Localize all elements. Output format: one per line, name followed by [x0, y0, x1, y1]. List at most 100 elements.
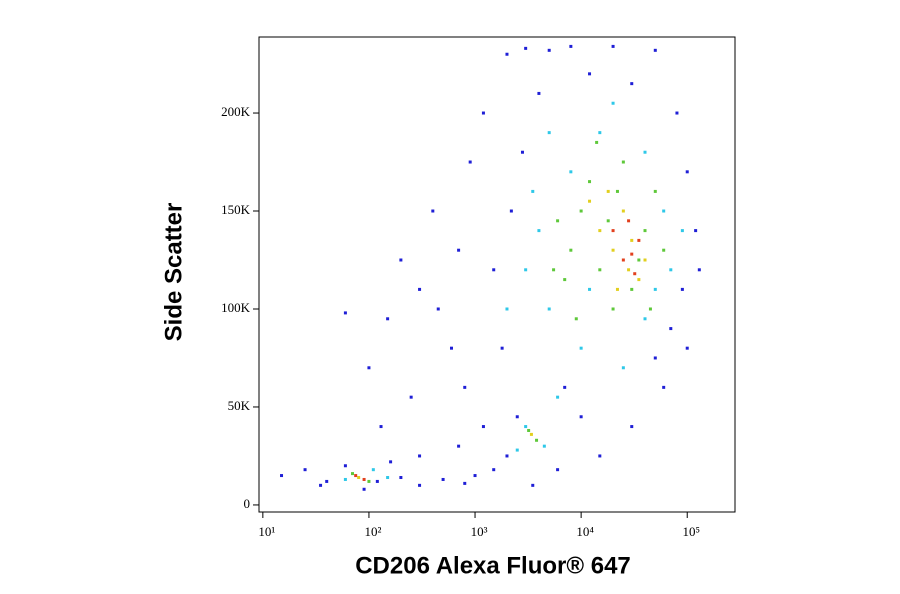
point [633, 272, 637, 276]
point [531, 189, 535, 193]
point [611, 248, 615, 252]
point [509, 209, 513, 213]
point [611, 44, 615, 48]
point [615, 189, 619, 193]
x-tick-label: 10⁴ [576, 524, 594, 539]
y-tick-label: 100K [221, 300, 251, 315]
point [697, 268, 701, 272]
point [606, 219, 610, 223]
point [468, 160, 472, 164]
point [386, 317, 390, 321]
point [643, 150, 647, 154]
point [319, 483, 323, 487]
point [537, 91, 541, 95]
point [653, 356, 657, 360]
x-axis-label: CD206 Alexa Fluor® 647 [355, 552, 631, 579]
point [621, 209, 625, 213]
point [537, 229, 541, 233]
point [669, 268, 673, 272]
point [351, 472, 355, 476]
point [653, 287, 657, 291]
point [547, 131, 551, 135]
point [653, 48, 657, 52]
point [399, 476, 403, 480]
point [569, 170, 573, 174]
point [505, 307, 509, 311]
point [598, 229, 602, 233]
point [371, 468, 375, 472]
point [389, 460, 393, 464]
point [473, 474, 477, 478]
point [375, 479, 379, 483]
point [436, 307, 440, 311]
point [343, 311, 347, 315]
point [574, 317, 578, 321]
point [643, 317, 647, 321]
point [579, 346, 583, 350]
point [669, 327, 673, 331]
point [627, 268, 631, 272]
point [367, 366, 371, 370]
y-tick-label: 150K [221, 202, 251, 217]
point [441, 477, 445, 481]
point [588, 72, 592, 76]
y-tick-label: 0 [244, 496, 251, 511]
point [418, 454, 422, 458]
point [500, 346, 504, 350]
point [379, 425, 383, 429]
point [457, 444, 461, 448]
y-axis-label: Side Scatter [160, 203, 187, 342]
point [630, 252, 634, 256]
point [621, 366, 625, 370]
point [552, 268, 556, 272]
y-tick-label: 50K [228, 398, 251, 413]
point [680, 287, 684, 291]
point [343, 464, 347, 468]
point [685, 170, 689, 174]
point [588, 287, 592, 291]
point [621, 258, 625, 262]
point [481, 425, 485, 429]
point [535, 438, 539, 442]
point [563, 278, 567, 282]
point [457, 248, 461, 252]
point [492, 468, 496, 472]
point [606, 189, 610, 193]
point [662, 248, 666, 252]
point [643, 258, 647, 262]
point [588, 199, 592, 203]
point [579, 209, 583, 213]
x-tick-label: 10³ [471, 524, 488, 539]
point [598, 268, 602, 272]
point [524, 46, 528, 50]
point [362, 477, 366, 481]
point [588, 180, 592, 184]
point [303, 468, 307, 472]
point [547, 307, 551, 311]
point [694, 229, 698, 233]
y-tick-label: 200K [221, 104, 251, 119]
point [598, 454, 602, 458]
point [280, 474, 284, 478]
point [685, 346, 689, 350]
point [569, 248, 573, 252]
point [611, 307, 615, 311]
point [680, 229, 684, 233]
point [630, 287, 634, 291]
point [643, 229, 647, 233]
point [527, 428, 531, 432]
point [563, 385, 567, 389]
point [611, 229, 615, 233]
point [343, 477, 347, 481]
point [463, 385, 467, 389]
point [515, 415, 519, 419]
point [354, 474, 358, 478]
point [418, 287, 422, 291]
point [556, 219, 560, 223]
point [637, 238, 641, 242]
point [362, 487, 366, 491]
point [505, 454, 509, 458]
point [630, 82, 634, 86]
point [409, 395, 413, 399]
